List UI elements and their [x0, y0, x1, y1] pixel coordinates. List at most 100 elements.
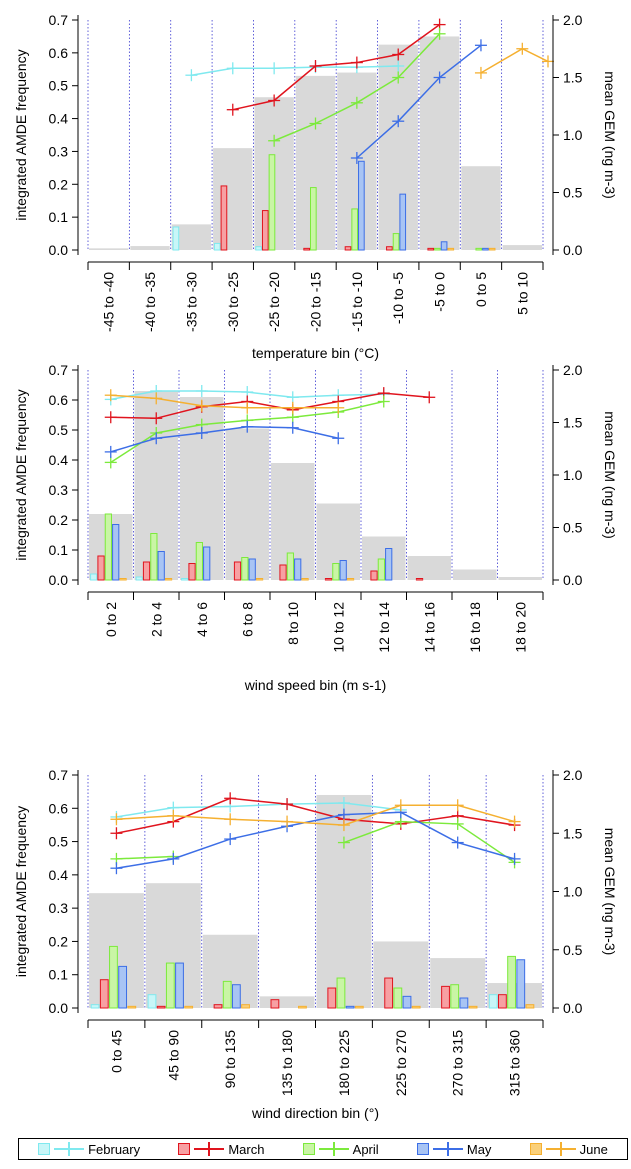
legend-label: June — [579, 1141, 608, 1157]
bar-march — [384, 977, 394, 1009]
category-label: 0 to 2 — [103, 602, 119, 637]
bar-march — [370, 570, 378, 581]
left-tick-label: 0.2 — [49, 176, 69, 192]
category-label: 8 to 10 — [285, 602, 301, 645]
legend-label: March — [228, 1141, 265, 1157]
total-bar — [89, 248, 129, 250]
legend-swatch — [178, 1143, 191, 1155]
bar-april — [475, 247, 483, 251]
series-line-march — [232, 23, 441, 111]
right-tick-label: 1.0 — [563, 467, 583, 483]
right-tick-label: 0.5 — [563, 185, 583, 201]
bar-june — [525, 1004, 535, 1009]
bar-april — [109, 945, 118, 1009]
left-tick-label: 0.5 — [49, 78, 69, 94]
total-bar — [498, 577, 542, 580]
legend-line — [194, 1142, 225, 1156]
left-tick-label: 0.2 — [49, 512, 69, 528]
category-label: 14 to 16 — [421, 602, 437, 653]
bar-june — [241, 1004, 250, 1009]
bar-june — [447, 247, 455, 251]
bar-march — [303, 247, 310, 251]
legend-swatch — [38, 1143, 51, 1155]
left-axis-title: integrated AMDE frequency — [13, 49, 29, 220]
right-tick-label: 1.5 — [563, 825, 583, 841]
right-axis-title: mean GEM (ng m-3) — [602, 411, 618, 539]
bar-april — [377, 558, 385, 581]
left-tick-label: 0.3 — [49, 143, 69, 159]
category-label: 2 to 4 — [148, 602, 164, 637]
category-label: 180 to 225 — [336, 1030, 352, 1096]
bar-april — [332, 563, 340, 581]
total-bar — [419, 36, 460, 250]
bar-march — [188, 563, 196, 581]
legend: February March April May June — [18, 1138, 628, 1160]
right-tick-label: 1.0 — [563, 884, 583, 900]
bar-june — [184, 1005, 194, 1009]
right-axis-title: mean GEM (ng m-3) — [602, 71, 618, 199]
bar-february — [213, 242, 221, 251]
bar-march — [142, 561, 151, 581]
series-line-may — [356, 44, 482, 159]
legend-swatch — [416, 1143, 429, 1155]
bar-march — [233, 561, 242, 581]
bar-may — [231, 984, 241, 1009]
chart-panel-2: 0.0 0.1 0.2 0.3 0.4 0.5 0.6 0.7 0.0 0.5 1.0 1.5 2.0 0… — [13, 362, 618, 693]
total-bar — [453, 569, 497, 580]
bar-april — [241, 557, 249, 581]
total-bar — [407, 556, 451, 580]
bar-april — [286, 552, 294, 581]
total-bar — [502, 245, 542, 250]
left-tick-label: 0.4 — [49, 867, 69, 883]
bar-february — [147, 994, 157, 1009]
bar-march — [324, 578, 333, 581]
category-label: 6 to 8 — [239, 602, 255, 637]
category-label: 5 to 10 — [514, 272, 530, 315]
right-tick-label: 2.0 — [563, 362, 583, 378]
legend-swatch — [302, 1143, 315, 1155]
series-line-june — [480, 47, 549, 74]
category-label: -30 to -25 — [225, 272, 241, 332]
left-tick-label: 0.7 — [49, 362, 69, 378]
left-tick-label: 0.1 — [49, 542, 69, 558]
total-bar — [130, 246, 170, 250]
bar-june — [301, 578, 309, 581]
x-axis-title: wind direction bin (°) — [251, 1105, 379, 1121]
category-label: 10 to 12 — [330, 602, 346, 653]
legend-line — [318, 1142, 349, 1156]
series-line-june — [110, 394, 339, 409]
bar-march — [279, 564, 287, 581]
right-tick-label: 0.0 — [563, 1000, 583, 1016]
series-line-february — [191, 65, 399, 76]
total-bar — [225, 428, 269, 580]
bar-february — [90, 573, 98, 581]
series-line-february — [116, 802, 401, 818]
category-label: 18 to 20 — [512, 602, 528, 653]
bar-june — [119, 578, 127, 581]
bar-june — [411, 1005, 421, 1009]
bar-april — [268, 154, 276, 251]
bar-march — [270, 999, 280, 1009]
left-tick-label: 0.7 — [49, 12, 69, 28]
series-line-june — [116, 804, 515, 826]
bar-april — [434, 247, 441, 251]
left-tick-label: 0.2 — [49, 933, 69, 949]
left-tick-label: 0.7 — [49, 767, 69, 783]
bar-april — [222, 980, 232, 1009]
bar-april — [392, 233, 400, 251]
bar-march — [261, 210, 269, 251]
bar-may — [248, 558, 256, 581]
chart-panel-1: 0.0 0.1 0.2 0.3 0.4 0.5 0.6 0.7 0.0 0.5 1.0 1.5 2.0 -… — [13, 12, 618, 361]
bar-march — [99, 979, 109, 1009]
bar-march — [427, 247, 435, 251]
category-label: 270 to 315 — [450, 1030, 466, 1096]
bar-april — [393, 987, 403, 1009]
bar-march — [344, 246, 352, 251]
bar-february — [255, 246, 262, 251]
bar-march — [441, 985, 450, 1009]
bar-march — [213, 1004, 223, 1009]
bar-may — [440, 241, 448, 251]
bar-april — [195, 542, 203, 581]
bar-march — [498, 994, 507, 1009]
left-tick-label: 0.3 — [49, 900, 69, 916]
